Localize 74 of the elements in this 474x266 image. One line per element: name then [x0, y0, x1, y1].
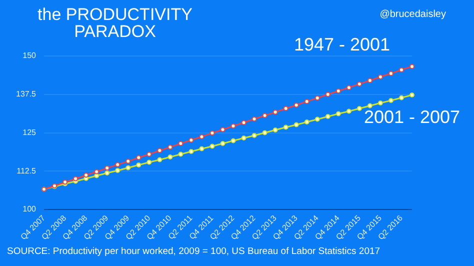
point — [115, 168, 120, 174]
point — [262, 130, 268, 136]
point — [94, 173, 100, 178]
point — [252, 133, 257, 138]
point — [230, 138, 236, 144]
point — [304, 120, 310, 125]
point — [398, 67, 404, 72]
point — [94, 169, 100, 174]
point — [168, 154, 173, 160]
point — [84, 172, 89, 178]
point — [388, 98, 394, 104]
point — [336, 88, 341, 94]
y-tick-label: 100 — [22, 204, 37, 214]
chart-title: the PRODUCTIVITY PARADOX — [36, 5, 194, 41]
point — [252, 116, 257, 122]
point — [346, 85, 352, 90]
point — [199, 134, 204, 140]
point — [356, 81, 362, 86]
point — [294, 102, 299, 108]
point — [325, 92, 330, 97]
point — [378, 100, 383, 106]
point — [146, 152, 152, 157]
point — [283, 106, 288, 111]
point — [410, 92, 414, 98]
point — [346, 108, 352, 114]
point — [157, 157, 162, 162]
point — [283, 124, 288, 130]
point — [356, 106, 362, 111]
point — [115, 162, 120, 168]
point — [378, 74, 383, 80]
point — [220, 127, 226, 132]
point — [241, 135, 246, 140]
point — [398, 95, 404, 100]
point — [136, 162, 142, 168]
point — [168, 144, 173, 150]
y-tick-label: 125 — [22, 128, 37, 137]
point — [178, 141, 184, 146]
point — [146, 160, 152, 165]
point — [126, 158, 131, 164]
point — [157, 148, 162, 154]
point — [314, 116, 320, 122]
point — [294, 122, 299, 128]
point — [126, 165, 131, 170]
series-label: 1947 - 2001 — [294, 34, 390, 54]
point — [210, 130, 215, 136]
point — [336, 111, 341, 116]
source-note: SOURCE: Productivity per hour worked, 2009 = 100, US Bureau of Labor Statistics 2017 — [7, 246, 380, 257]
point — [210, 144, 215, 149]
point — [262, 113, 268, 118]
point — [241, 120, 246, 126]
point — [325, 114, 330, 119]
point — [199, 146, 204, 152]
text: @brucedaisley — [380, 9, 446, 20]
point — [104, 170, 110, 176]
y-tick-label: 137.5 — [16, 90, 37, 99]
point — [304, 98, 310, 104]
point — [104, 166, 110, 171]
point — [410, 64, 414, 69]
point — [188, 138, 194, 143]
point — [367, 78, 372, 84]
point — [272, 110, 278, 115]
point — [388, 71, 394, 76]
y-tick-label: 150 — [22, 51, 37, 60]
point — [367, 103, 372, 108]
point — [188, 148, 194, 154]
point — [178, 152, 184, 157]
series-label: 2001 - 2007 — [364, 106, 460, 127]
point — [230, 124, 236, 128]
point — [272, 127, 278, 132]
point — [314, 96, 320, 101]
point — [220, 141, 226, 146]
point — [73, 176, 78, 182]
y-tick-label: 112.5 — [16, 166, 37, 176]
point — [136, 155, 142, 160]
